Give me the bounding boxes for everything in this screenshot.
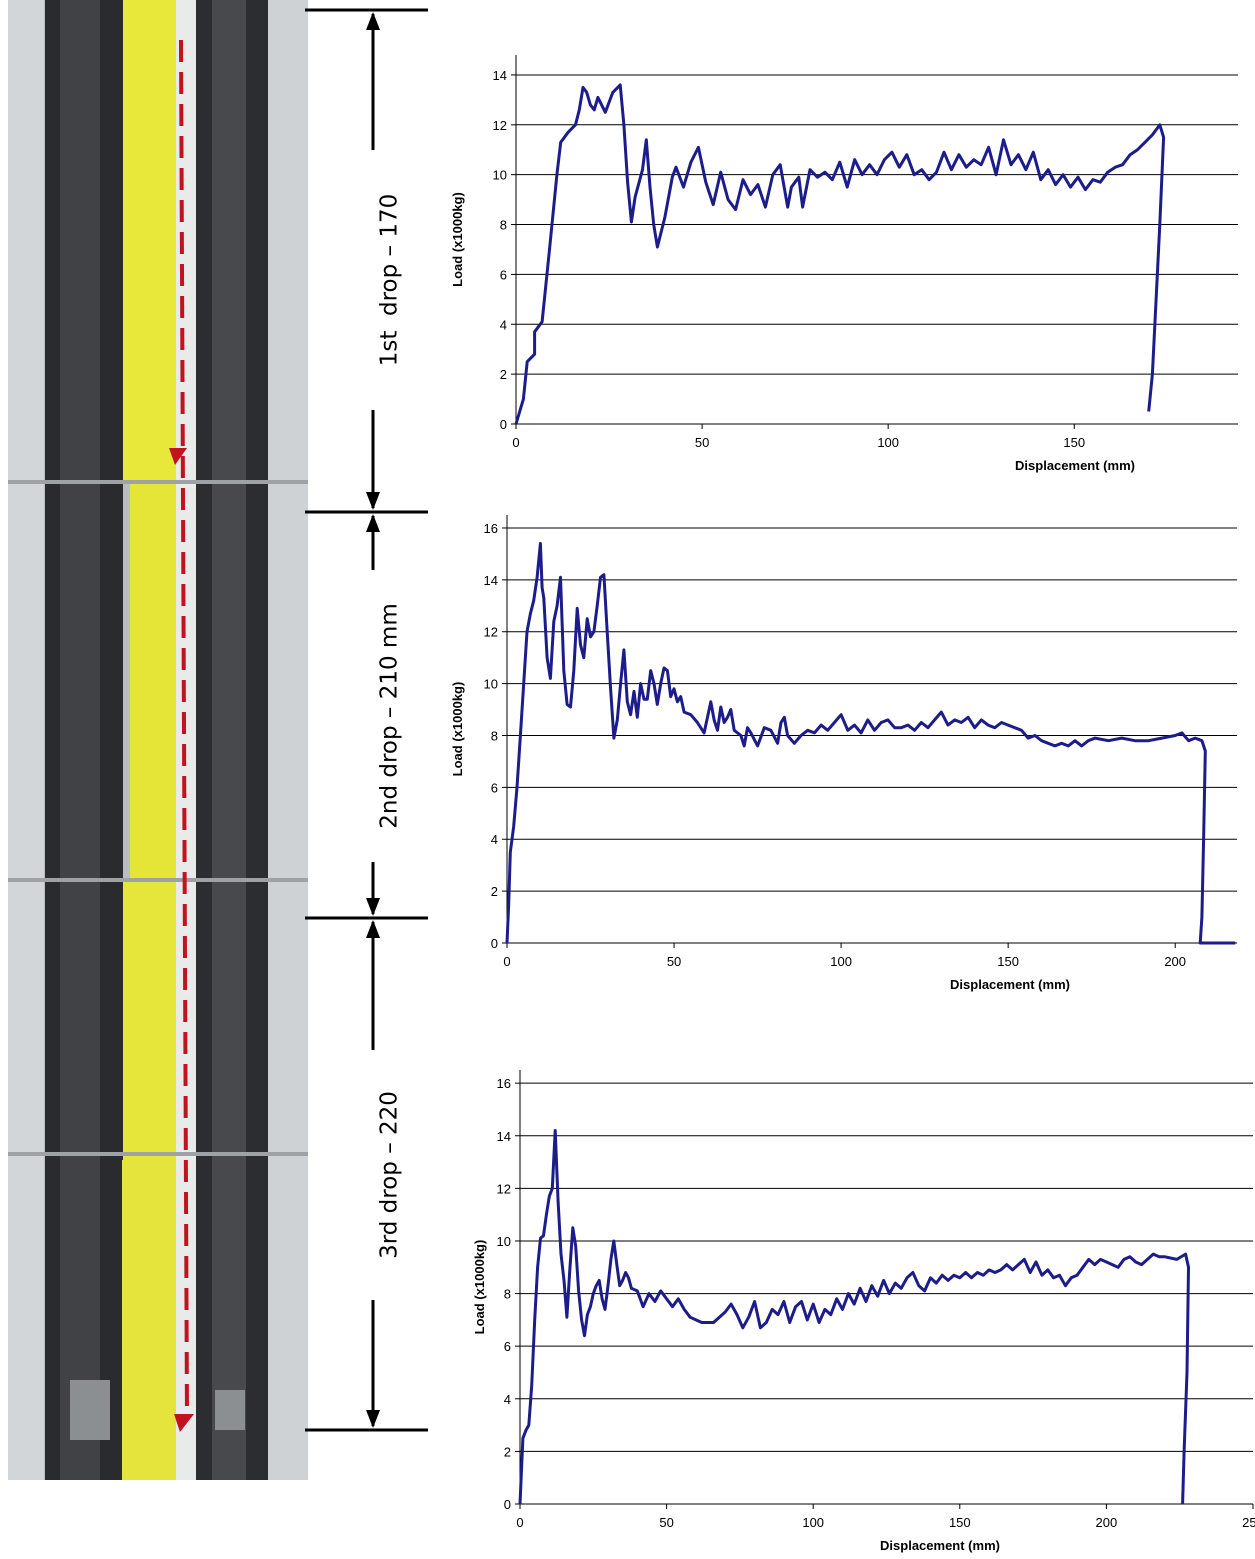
y-tick-label: 4 [504,1392,511,1407]
y-tick-label: 10 [493,168,507,183]
drop-label: 2nd drop – 210 mm [377,603,403,829]
x-tick-label: 200 [1096,1515,1118,1530]
y-tick-label: 6 [500,267,507,282]
y-tick-label: 2 [491,884,498,899]
y-tick-label: 12 [497,1181,511,1196]
x-tick-label: 0 [516,1515,523,1530]
y-tick-label: 14 [484,573,498,588]
dimension-lines [305,8,428,1432]
y-tick-label: 6 [504,1339,511,1354]
specimen-photo [8,0,308,1480]
x-tick-label: 150 [949,1515,971,1530]
x-tick-label: 50 [667,954,681,969]
y-axis-label: Load (x1000kg) [472,1240,487,1335]
y-tick-label: 12 [484,625,498,640]
chart: 0 2 4 6 8 10 12 14 16 0 50 100 150 200 Displacement (m… [450,515,1237,992]
x-tick-label: 0 [512,435,519,450]
y-tick-label: 6 [491,780,498,795]
y-tick-label: 16 [484,521,498,536]
y-axis-label: Load (x1000kg) [450,682,465,777]
y-tick-label: 0 [500,417,507,432]
y-tick-label: 16 [497,1076,511,1091]
y-tick-label: 14 [493,68,507,83]
x-tick-label: 150 [1063,435,1085,450]
x-tick-label: 150 [997,954,1019,969]
chart: 0 2 4 6 8 10 12 14 0 50 100 150 Displacement (mm) Loa… [450,55,1238,473]
y-axis-label: Load (x1000kg) [450,192,465,287]
y-tick-label: 8 [504,1287,511,1302]
y-tick-label: 2 [504,1444,511,1459]
x-tick-label: 100 [877,435,899,450]
y-tick-label: 4 [500,317,507,332]
y-tick-label: 2 [500,367,507,382]
y-tick-label: 10 [484,677,498,692]
y-tick-label: 12 [493,118,507,133]
y-tick-label: 14 [497,1129,511,1144]
data-line [514,83,1166,425]
arrowheads [366,12,380,1428]
drop-label: 3rd drop – 220 [377,1091,403,1259]
data-line [518,1129,1190,1505]
y-tick-label: 8 [491,728,498,743]
x-axis-label: Displacement (mm) [880,1538,1000,1553]
x-axis-label: Displacement (mm) [1015,458,1135,473]
x-tick-label: 100 [830,954,852,969]
x-tick-label: 0 [503,954,510,969]
x-tick-label: 50 [695,435,709,450]
x-tick-label: 100 [802,1515,824,1530]
drop-label: 1st drop – 170 [377,194,403,367]
y-tick-label: 0 [504,1497,511,1512]
x-tick-label: 200 [1164,954,1186,969]
x-axis-label: Displacement (mm) [950,977,1070,992]
y-tick-label: 10 [497,1234,511,1249]
x-tick-label: 250 [1242,1515,1255,1530]
data-line [505,542,1236,945]
y-tick-label: 4 [491,832,498,847]
x-tick-label: 50 [659,1515,673,1530]
y-tick-label: 0 [491,936,498,951]
y-tick-label: 8 [500,218,507,233]
chart: 0 2 4 6 8 10 12 14 16 0 50 100 150 200 250 Displacement… [472,1070,1255,1553]
